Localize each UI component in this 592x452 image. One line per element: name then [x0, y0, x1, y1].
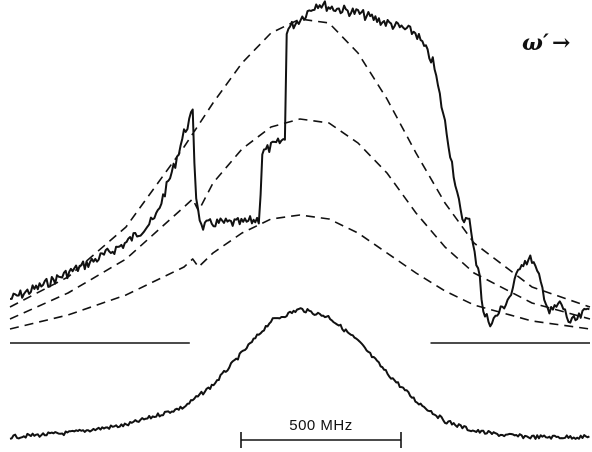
fit-middle-line: [9, 118, 591, 320]
fit-inner-line: [9, 214, 591, 330]
fit-outer-line: [9, 18, 591, 308]
upper-trace-line: [10, 0, 590, 328]
frequency-axis-arrow: →: [552, 30, 570, 56]
frequency-axis-label: ω′: [522, 30, 549, 56]
curve-layer: [9, 0, 591, 440]
scale-bar-label: 500 MHz: [289, 417, 353, 434]
scale-bar: 500 MHz: [240, 417, 402, 448]
lower-trace-line: [9, 307, 590, 440]
